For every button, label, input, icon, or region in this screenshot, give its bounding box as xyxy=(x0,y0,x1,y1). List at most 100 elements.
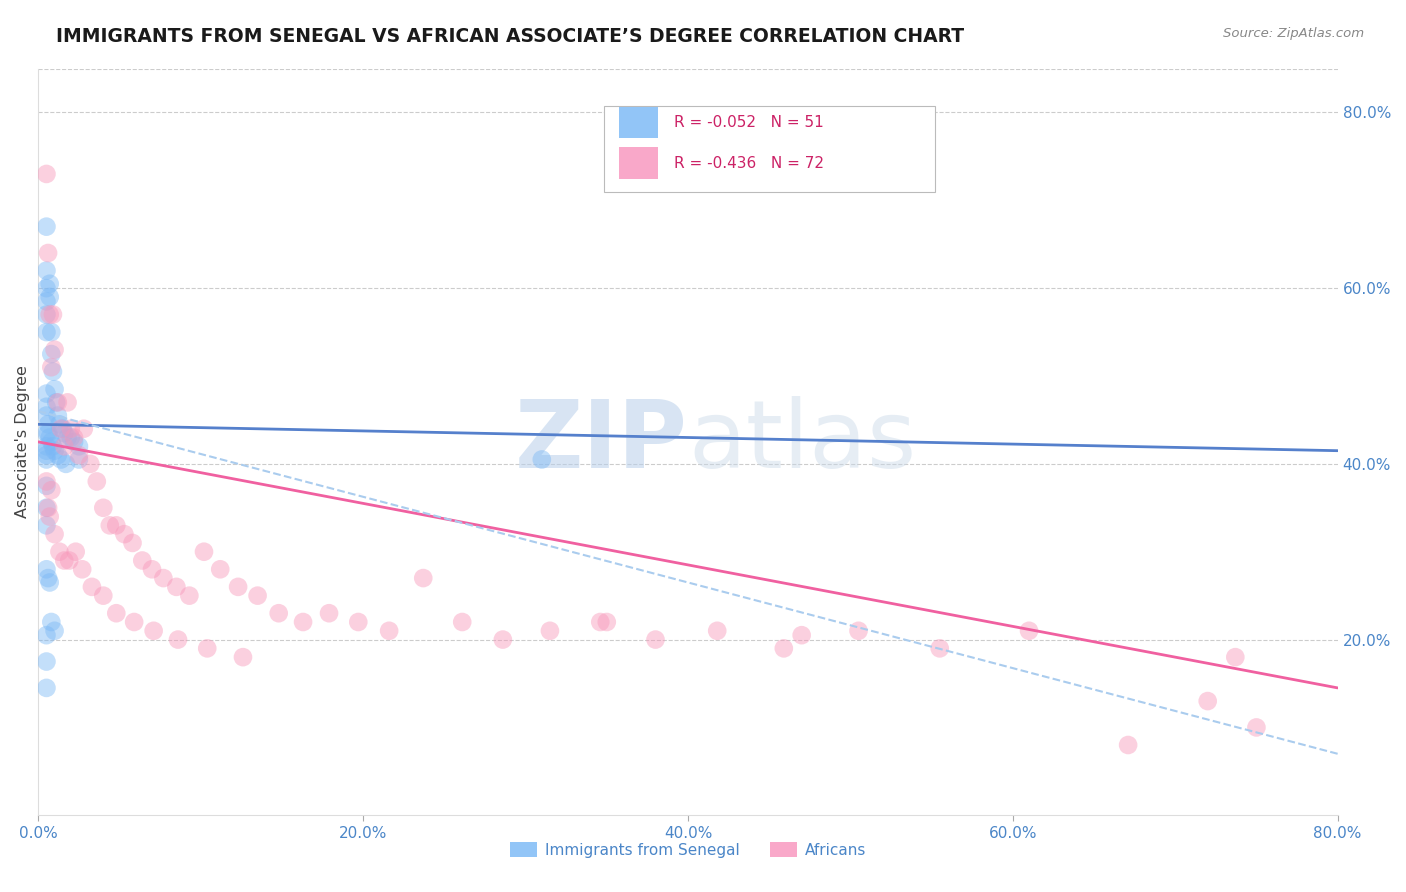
Point xyxy=(41,360,63,375)
Point xyxy=(35,562,58,576)
Point xyxy=(451,615,474,629)
Point xyxy=(35,263,58,277)
Point xyxy=(706,624,728,638)
Point xyxy=(46,409,69,423)
Point xyxy=(131,553,153,567)
Point xyxy=(772,641,794,656)
Point xyxy=(41,615,63,629)
Point xyxy=(67,452,90,467)
Point xyxy=(35,452,58,467)
Point xyxy=(928,641,950,656)
Point xyxy=(35,443,58,458)
Point xyxy=(35,281,58,295)
Point xyxy=(347,615,370,629)
Point xyxy=(165,580,187,594)
Point xyxy=(589,615,612,629)
Point xyxy=(35,294,58,309)
Point xyxy=(105,606,128,620)
FancyBboxPatch shape xyxy=(603,106,935,192)
Point xyxy=(44,624,66,638)
Point xyxy=(1197,694,1219,708)
Point xyxy=(55,457,77,471)
Point xyxy=(42,439,65,453)
Point xyxy=(41,325,63,339)
Point xyxy=(35,500,58,515)
Point xyxy=(37,417,59,432)
Point xyxy=(121,536,143,550)
Point xyxy=(35,167,58,181)
Point xyxy=(38,290,60,304)
Point xyxy=(38,277,60,291)
Point xyxy=(48,417,70,432)
Point xyxy=(644,632,666,647)
Point xyxy=(37,246,59,260)
Point xyxy=(35,448,58,462)
Point xyxy=(44,343,66,357)
Point xyxy=(35,439,58,453)
Point xyxy=(44,527,66,541)
Point xyxy=(1018,624,1040,638)
Point xyxy=(67,439,90,453)
Point xyxy=(44,443,66,458)
Point xyxy=(232,650,254,665)
Point xyxy=(35,655,58,669)
Point xyxy=(167,632,190,647)
Point xyxy=(52,422,75,436)
Point xyxy=(37,426,59,441)
Point xyxy=(35,681,58,695)
Legend: Immigrants from Senegal, Africans: Immigrants from Senegal, Africans xyxy=(503,836,873,863)
Point xyxy=(67,448,90,462)
Point xyxy=(38,575,60,590)
Point xyxy=(848,624,870,638)
Point xyxy=(1343,676,1365,690)
Point xyxy=(492,632,515,647)
Point xyxy=(292,615,315,629)
Point xyxy=(80,580,103,594)
Point xyxy=(59,422,82,436)
Point xyxy=(58,553,80,567)
Point xyxy=(530,452,553,467)
Point xyxy=(53,426,76,441)
Point xyxy=(790,628,813,642)
Text: ZIP: ZIP xyxy=(515,396,688,488)
Point xyxy=(49,422,72,436)
Text: Source: ZipAtlas.com: Source: ZipAtlas.com xyxy=(1223,27,1364,40)
Point xyxy=(53,439,76,453)
Point xyxy=(48,545,70,559)
Point xyxy=(142,624,165,638)
Point xyxy=(35,400,58,414)
Point xyxy=(38,509,60,524)
Point xyxy=(35,518,58,533)
Point xyxy=(412,571,434,585)
Point xyxy=(35,325,58,339)
Point xyxy=(246,589,269,603)
Point xyxy=(98,518,121,533)
Point xyxy=(79,457,101,471)
Point xyxy=(105,518,128,533)
Point xyxy=(35,308,58,322)
Point xyxy=(35,426,58,441)
Point xyxy=(538,624,561,638)
Point xyxy=(42,308,65,322)
Point xyxy=(45,395,67,409)
Point xyxy=(35,409,58,423)
Point xyxy=(209,562,232,576)
Point xyxy=(596,615,619,629)
Point xyxy=(46,395,69,409)
FancyBboxPatch shape xyxy=(619,107,658,138)
Point xyxy=(91,589,114,603)
Point xyxy=(59,430,82,444)
FancyBboxPatch shape xyxy=(619,147,658,179)
Point xyxy=(91,500,114,515)
Point xyxy=(38,430,60,444)
Point xyxy=(46,448,69,462)
Point xyxy=(35,628,58,642)
Point xyxy=(112,527,135,541)
Point xyxy=(86,475,108,489)
Point xyxy=(42,365,65,379)
Point xyxy=(1116,738,1139,752)
Point xyxy=(1225,650,1247,665)
Point xyxy=(41,434,63,449)
Text: R = -0.052   N = 51: R = -0.052 N = 51 xyxy=(673,115,824,130)
Point xyxy=(122,615,145,629)
